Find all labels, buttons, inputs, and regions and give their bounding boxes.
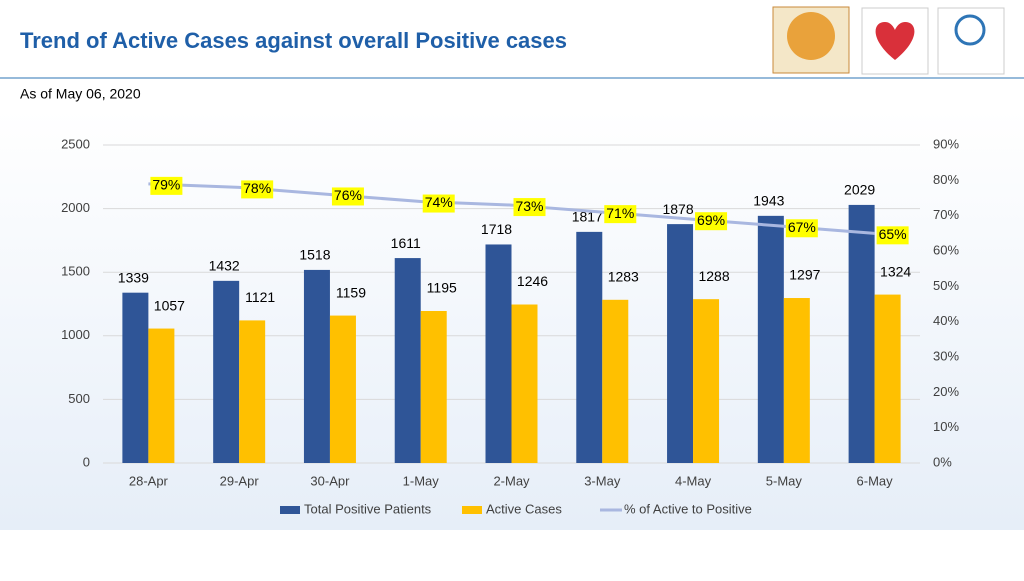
y2-tick-label: 60% — [933, 242, 959, 257]
legend-swatch — [462, 506, 482, 514]
x-tick-label: 3-May — [584, 473, 621, 488]
subtitle: As of May 06, 2020 — [20, 86, 141, 102]
data-label: 73% — [515, 198, 543, 214]
data-label: 69% — [697, 212, 725, 228]
bar — [602, 299, 629, 463]
y2-tick-label: 90% — [933, 136, 959, 151]
bar — [394, 258, 421, 463]
data-label: 76% — [334, 187, 362, 203]
data-label: 65% — [879, 226, 907, 242]
label-highlight — [241, 180, 274, 199]
legend-label: % of Active to Positive — [624, 501, 752, 516]
y2-tick-label: 20% — [933, 384, 959, 399]
data-label: 1121 — [245, 289, 275, 305]
logo — [954, 14, 986, 46]
bar — [757, 215, 784, 463]
data-label: 1878 — [662, 201, 693, 217]
label-highlight — [604, 205, 637, 224]
legend-swatch — [280, 506, 300, 514]
label-highlight — [422, 194, 455, 213]
data-label: 1283 — [608, 269, 639, 285]
data-label: 1057 — [154, 297, 185, 313]
data-label: 1339 — [118, 269, 149, 285]
logos — [772, 6, 1005, 75]
x-tick-label: 4-May — [675, 473, 712, 488]
y-tick-label: 2500 — [61, 136, 90, 151]
logo — [787, 12, 835, 60]
bar — [213, 280, 240, 463]
y2-tick-label: 30% — [933, 348, 959, 363]
bar — [848, 204, 875, 463]
bar — [329, 315, 356, 463]
bar — [485, 244, 512, 463]
legend-label: Total Positive Patients — [304, 501, 432, 516]
data-label: 1159 — [336, 284, 366, 300]
bar — [693, 299, 720, 463]
y-tick-label: 0 — [83, 454, 90, 469]
x-tick-label: 6-May — [857, 473, 894, 488]
y-tick-label: 1500 — [61, 264, 90, 279]
data-label: 79% — [152, 177, 180, 193]
y-tick-label: 1000 — [61, 327, 90, 342]
x-tick-label: 1-May — [403, 473, 440, 488]
legend-label: Active Cases — [486, 501, 562, 516]
label-highlight — [513, 198, 546, 217]
y2-tick-label: 80% — [933, 172, 959, 187]
bar — [667, 224, 694, 463]
data-label: 1195 — [427, 280, 457, 296]
x-tick-label: 29-Apr — [220, 473, 260, 488]
data-label: 1246 — [517, 273, 548, 289]
logo — [937, 7, 1005, 75]
bar — [420, 310, 447, 463]
y2-tick-label: 50% — [933, 278, 959, 293]
y2-tick-label: 0% — [933, 454, 952, 469]
data-label: 1611 — [391, 235, 421, 251]
label-highlight — [876, 226, 909, 245]
bar — [122, 292, 149, 463]
chart-title: Trend of Active Cases against overall Po… — [20, 28, 567, 53]
logo — [875, 22, 915, 60]
y-tick-label: 500 — [68, 391, 90, 406]
bar — [576, 231, 603, 463]
bar — [239, 320, 266, 463]
y2-tick-label: 70% — [933, 207, 959, 222]
data-label: 67% — [788, 219, 816, 235]
label-highlight — [785, 219, 818, 238]
x-tick-label: 28-Apr — [129, 473, 169, 488]
label-highlight — [331, 187, 364, 206]
y2-tick-label: 10% — [933, 419, 959, 434]
x-tick-label: 2-May — [493, 473, 530, 488]
bar — [303, 269, 330, 463]
y-tick-label: 2000 — [61, 200, 90, 215]
y2-tick-label: 40% — [933, 313, 959, 328]
data-label: 1518 — [299, 247, 330, 263]
x-tick-label: 30-Apr — [310, 473, 350, 488]
data-label: 74% — [425, 194, 453, 210]
data-label: 1943 — [753, 193, 784, 209]
label-highlight — [695, 212, 728, 231]
data-label: 78% — [243, 180, 271, 196]
x-tick-label: 5-May — [766, 473, 803, 488]
data-label: 1718 — [481, 221, 512, 237]
data-label: 1297 — [789, 267, 820, 283]
data-label: 1432 — [209, 258, 240, 274]
data-label: 2029 — [844, 182, 875, 198]
data-label: 1288 — [698, 268, 729, 284]
bar — [783, 298, 810, 463]
bar — [874, 294, 901, 463]
label-highlight — [150, 176, 183, 195]
data-label: 71% — [606, 205, 634, 221]
bar — [148, 328, 175, 463]
bar — [511, 304, 538, 463]
data-label: 1324 — [880, 263, 911, 279]
